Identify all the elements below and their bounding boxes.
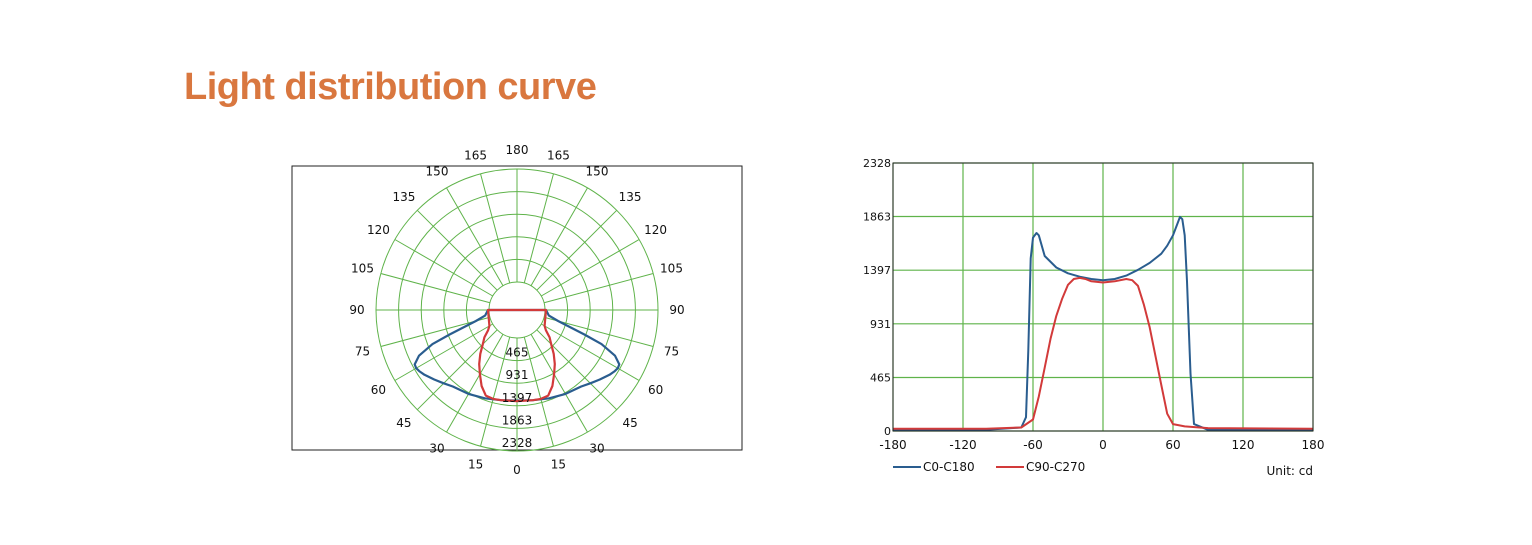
x-tick-label: -60 bbox=[1023, 438, 1043, 452]
polar-ring bbox=[375, 168, 659, 452]
polar-angle-label: 90 bbox=[669, 303, 684, 317]
polar-radial-tick-label: 465 bbox=[506, 346, 529, 360]
polar-angle-label: 60 bbox=[371, 383, 386, 397]
polar-radial-tick-label: 1397 bbox=[502, 391, 533, 405]
polar-spoke bbox=[523, 173, 554, 284]
polar-angle-label: 75 bbox=[664, 344, 679, 358]
polar-angle-label: 165 bbox=[547, 149, 570, 163]
polar-angle-label: 60 bbox=[648, 383, 663, 397]
polar-spoke bbox=[543, 273, 654, 304]
x-tick-label: -180 bbox=[879, 438, 906, 452]
line-series-C0-C180 bbox=[893, 215, 1313, 431]
polar-radial-tick-label: 1863 bbox=[502, 413, 533, 427]
page-title: Light distribution curve bbox=[184, 66, 597, 108]
polar-angle-label: 105 bbox=[660, 262, 683, 276]
polar-angle-label: 180 bbox=[506, 143, 529, 157]
polar-angle-label: 120 bbox=[644, 223, 667, 237]
polar-angle-label: 135 bbox=[392, 190, 415, 204]
polar-angle-label: 30 bbox=[589, 442, 604, 456]
y-tick-label: 2328 bbox=[863, 157, 891, 170]
x-tick-label: 120 bbox=[1232, 438, 1255, 452]
polar-spoke bbox=[394, 239, 494, 297]
polar-spoke bbox=[540, 323, 640, 381]
polar-spoke bbox=[536, 209, 618, 291]
polar-angle-label: 105 bbox=[351, 262, 374, 276]
polar-angle-label: 30 bbox=[429, 442, 444, 456]
line-series-C90-C270 bbox=[893, 276, 1314, 430]
y-tick-label: 931 bbox=[870, 318, 891, 331]
x-tick-label: 0 bbox=[1099, 438, 1107, 452]
polar-angle-label: 135 bbox=[619, 190, 642, 204]
x-tick-label: -120 bbox=[949, 438, 976, 452]
polar-angle-label: 15 bbox=[551, 458, 566, 472]
polar-ring bbox=[398, 191, 636, 429]
polar-ring bbox=[420, 213, 614, 407]
polar-spoke bbox=[530, 187, 588, 287]
polar-angle-label: 120 bbox=[367, 223, 390, 237]
polar-spoke bbox=[540, 239, 640, 297]
polar-ring bbox=[443, 236, 591, 384]
polar-spoke bbox=[380, 273, 491, 304]
polar-angle-label: 90 bbox=[349, 303, 364, 317]
x-tick-label: 60 bbox=[1165, 438, 1180, 452]
y-tick-label: 465 bbox=[870, 371, 891, 384]
y-tick-label: 1863 bbox=[863, 211, 891, 224]
polar-spoke bbox=[523, 336, 554, 447]
polar-radial-tick-label: 931 bbox=[506, 368, 529, 382]
polar-angle-label: 0 bbox=[513, 463, 521, 477]
x-tick-label: 180 bbox=[1302, 438, 1325, 452]
polar-spoke bbox=[446, 333, 504, 433]
polar-angle-label: 75 bbox=[355, 344, 370, 358]
polar-spoke bbox=[446, 187, 504, 287]
polar-angle-label: 45 bbox=[622, 416, 637, 430]
polar-series-curve bbox=[478, 308, 556, 403]
legend-label: C90-C270 bbox=[1026, 460, 1085, 474]
polar-ring bbox=[465, 258, 569, 362]
polar-angle-label: 150 bbox=[426, 164, 449, 178]
polar-angle-label: 150 bbox=[586, 164, 609, 178]
polar-spoke bbox=[480, 173, 511, 284]
polar-spoke bbox=[416, 209, 498, 291]
polar-angle-label: 165 bbox=[464, 149, 487, 163]
polar-angle-label: 45 bbox=[396, 416, 411, 430]
polar-spoke bbox=[530, 333, 588, 433]
polar-spoke bbox=[480, 336, 511, 447]
y-tick-label: 0 bbox=[884, 425, 891, 438]
line-chart-frame bbox=[892, 162, 1314, 432]
y-tick-label: 1397 bbox=[863, 264, 891, 277]
polar-angle-label: 15 bbox=[468, 458, 483, 472]
legend-label: C0-C180 bbox=[923, 460, 975, 474]
polar-spoke bbox=[394, 323, 494, 381]
unit-label: Unit: cd bbox=[1267, 464, 1314, 478]
polar-radial-tick-label: 2328 bbox=[502, 436, 533, 450]
